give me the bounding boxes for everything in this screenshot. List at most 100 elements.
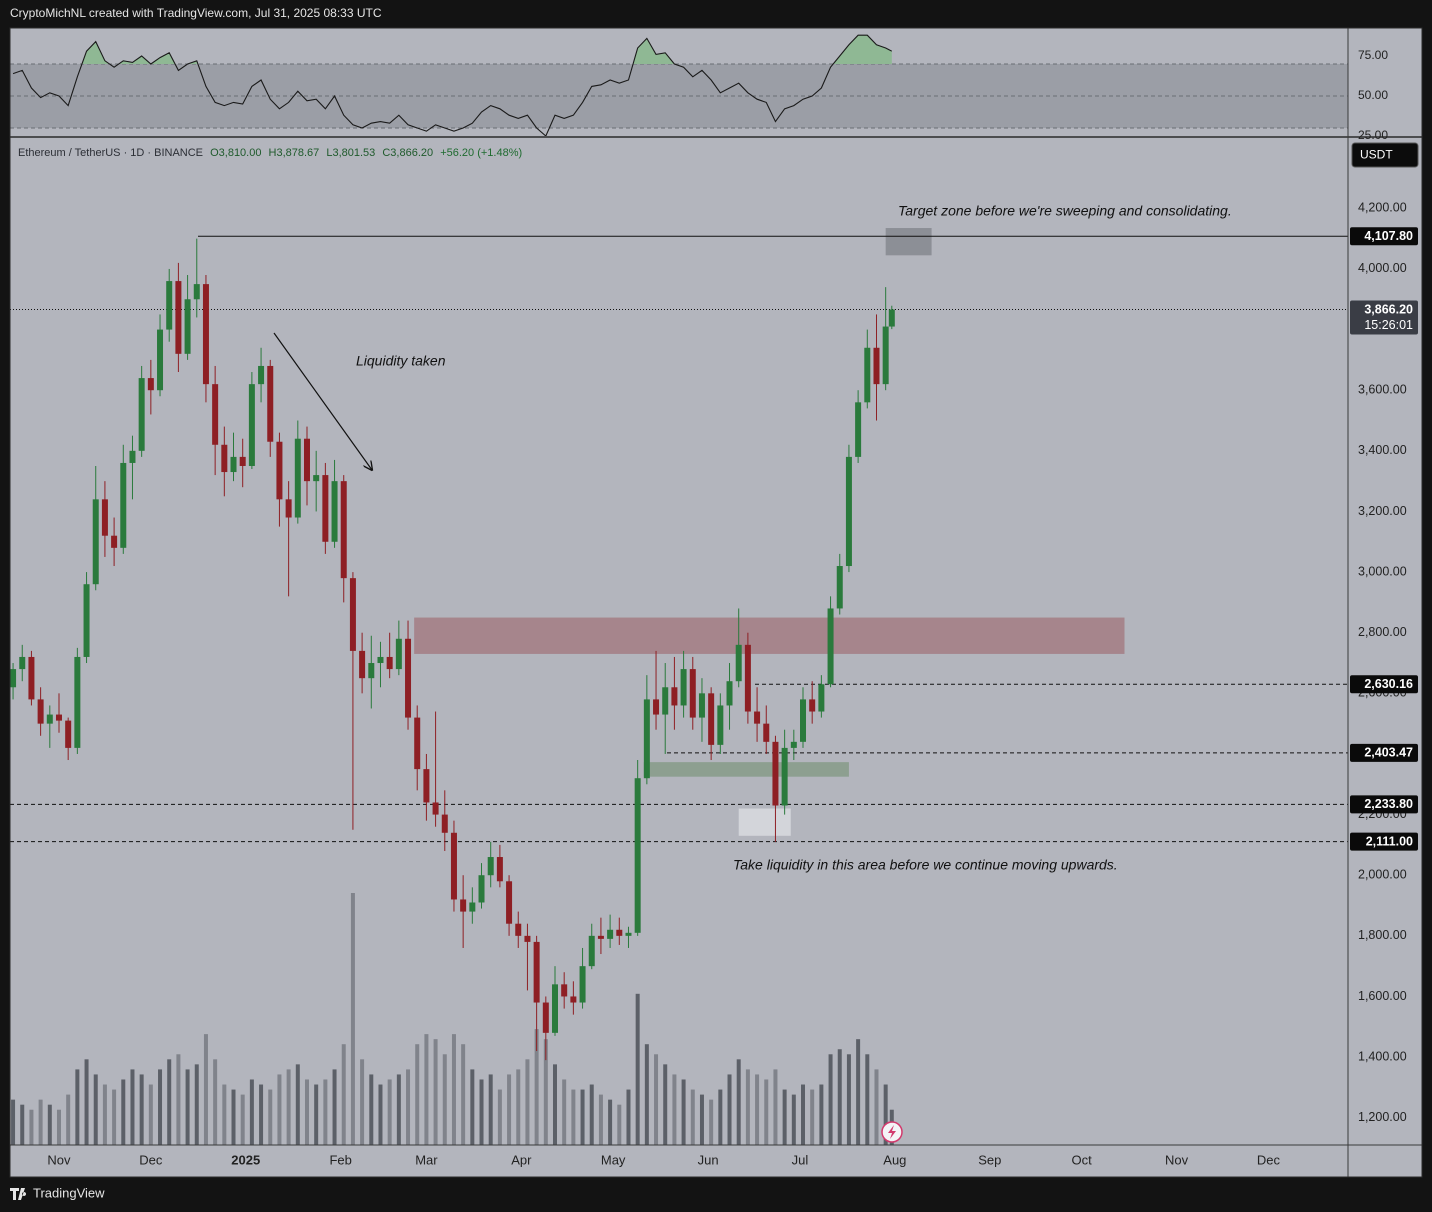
candle-body	[561, 984, 568, 997]
x-tick-label: Oct	[1072, 1152, 1093, 1167]
currency: USDT	[1360, 148, 1393, 162]
volume-bar	[837, 1049, 842, 1145]
volume-bar	[525, 1059, 530, 1145]
volume-bar	[865, 1054, 870, 1145]
price-tag	[1350, 300, 1418, 335]
rsi-overbought-fill	[13, 35, 892, 64]
candle-body	[698, 693, 705, 718]
candle-body	[708, 693, 715, 745]
rsi-pane	[10, 34, 1348, 136]
volume-bar	[470, 1069, 475, 1145]
volume-bar	[608, 1099, 613, 1145]
volume-bar	[158, 1069, 163, 1145]
volume-bar	[148, 1084, 153, 1145]
volume-bar	[350, 893, 355, 1145]
legend-close: C3,866.20	[382, 147, 433, 159]
volume-bar	[259, 1084, 264, 1145]
volume-bar	[810, 1089, 815, 1145]
price-tag-label: 2,630.16	[1364, 677, 1413, 691]
candle-body	[28, 656, 35, 700]
candle-body	[267, 365, 274, 442]
volume-bar	[663, 1064, 668, 1145]
y-tick-label: 1,400.00	[1358, 1049, 1407, 1063]
candle-body	[579, 966, 586, 1003]
volume-bar	[369, 1074, 374, 1145]
candle-body	[55, 714, 62, 721]
candle-body	[643, 699, 650, 779]
candle-body	[478, 875, 485, 903]
price-pane	[10, 228, 1348, 1145]
volume-bar	[819, 1084, 824, 1145]
legend-change: +56.20 (+1.48%)	[440, 147, 522, 159]
y-tick-label: 2,800.00	[1358, 625, 1407, 639]
candle-body	[129, 450, 136, 463]
legend-high: H3,878.67	[269, 147, 320, 159]
volume-bar	[203, 1034, 208, 1145]
volume-bar	[47, 1104, 52, 1145]
zone	[414, 617, 1125, 654]
candle-body	[450, 832, 457, 900]
candle-body	[441, 814, 448, 833]
y-tick-label: 3,000.00	[1358, 564, 1407, 578]
volume-bar	[589, 1084, 594, 1145]
annotation: Target zone before we're sweeping and co…	[898, 203, 1232, 219]
price-tag	[1350, 832, 1418, 851]
candle-body	[625, 932, 632, 936]
legend-symbol: Ethereum / TetherUS · 1D · BINANCE	[18, 147, 203, 159]
y-tick-label: 1,600.00	[1358, 989, 1407, 1003]
candle-body	[597, 935, 604, 939]
x-tick-label: Apr	[511, 1152, 532, 1167]
price-tag-label: 2,403.47	[1364, 746, 1413, 760]
x-tick-label: 2025	[231, 1152, 260, 1167]
annotation: Liquidity taken	[356, 353, 446, 369]
volume-bar	[801, 1084, 806, 1145]
volume-bar	[277, 1074, 282, 1145]
x-tick-label: Mar	[415, 1152, 438, 1167]
volume-bar	[617, 1104, 622, 1145]
candle-body	[184, 299, 191, 354]
volume-bar	[543, 1039, 548, 1145]
candle-body	[772, 741, 779, 806]
volume-bar	[745, 1069, 750, 1145]
volume-bar	[442, 1054, 447, 1145]
candle-body	[212, 384, 219, 445]
volume-bar	[736, 1059, 741, 1145]
alert-badge	[881, 1121, 903, 1143]
volume-bar	[378, 1084, 383, 1145]
candle-body	[542, 1002, 549, 1033]
candle-body	[506, 881, 513, 924]
price-tag	[1350, 795, 1418, 814]
price-tag-label: 2,233.80	[1364, 797, 1413, 811]
x-tick-label: Jun	[698, 1152, 719, 1167]
volume-bar	[185, 1069, 190, 1145]
x-tick-label: Feb	[329, 1152, 351, 1167]
candle-body	[19, 656, 26, 670]
candle-body	[285, 499, 292, 518]
zone	[738, 808, 791, 836]
volume-bar	[479, 1079, 484, 1145]
annotation-arrow	[273, 332, 372, 470]
volume-bar	[286, 1069, 291, 1145]
y-tick-label: 3,600.00	[1358, 383, 1407, 397]
price-tag	[1350, 675, 1418, 694]
candle-body	[138, 378, 145, 451]
candle-body	[533, 941, 540, 1003]
price-tag-label: 3,866.20	[1364, 302, 1413, 316]
candle-body	[855, 402, 862, 457]
volume-bar	[782, 1089, 787, 1145]
volume-bar	[304, 1079, 309, 1145]
candle-body	[524, 935, 531, 942]
volume-bar	[75, 1069, 80, 1145]
candle-body	[754, 711, 761, 724]
currency-box	[1351, 142, 1419, 168]
x-tick-label: Sep	[978, 1152, 1001, 1167]
candle-body	[882, 326, 889, 385]
volume-bar	[323, 1079, 328, 1145]
price-tag-countdown: 15:26:01	[1364, 318, 1413, 332]
volume-bar	[332, 1069, 337, 1145]
volume-bar	[644, 1044, 649, 1145]
x-tick-label: May	[601, 1152, 626, 1167]
candle-body	[193, 284, 200, 300]
candle-body	[864, 347, 871, 403]
